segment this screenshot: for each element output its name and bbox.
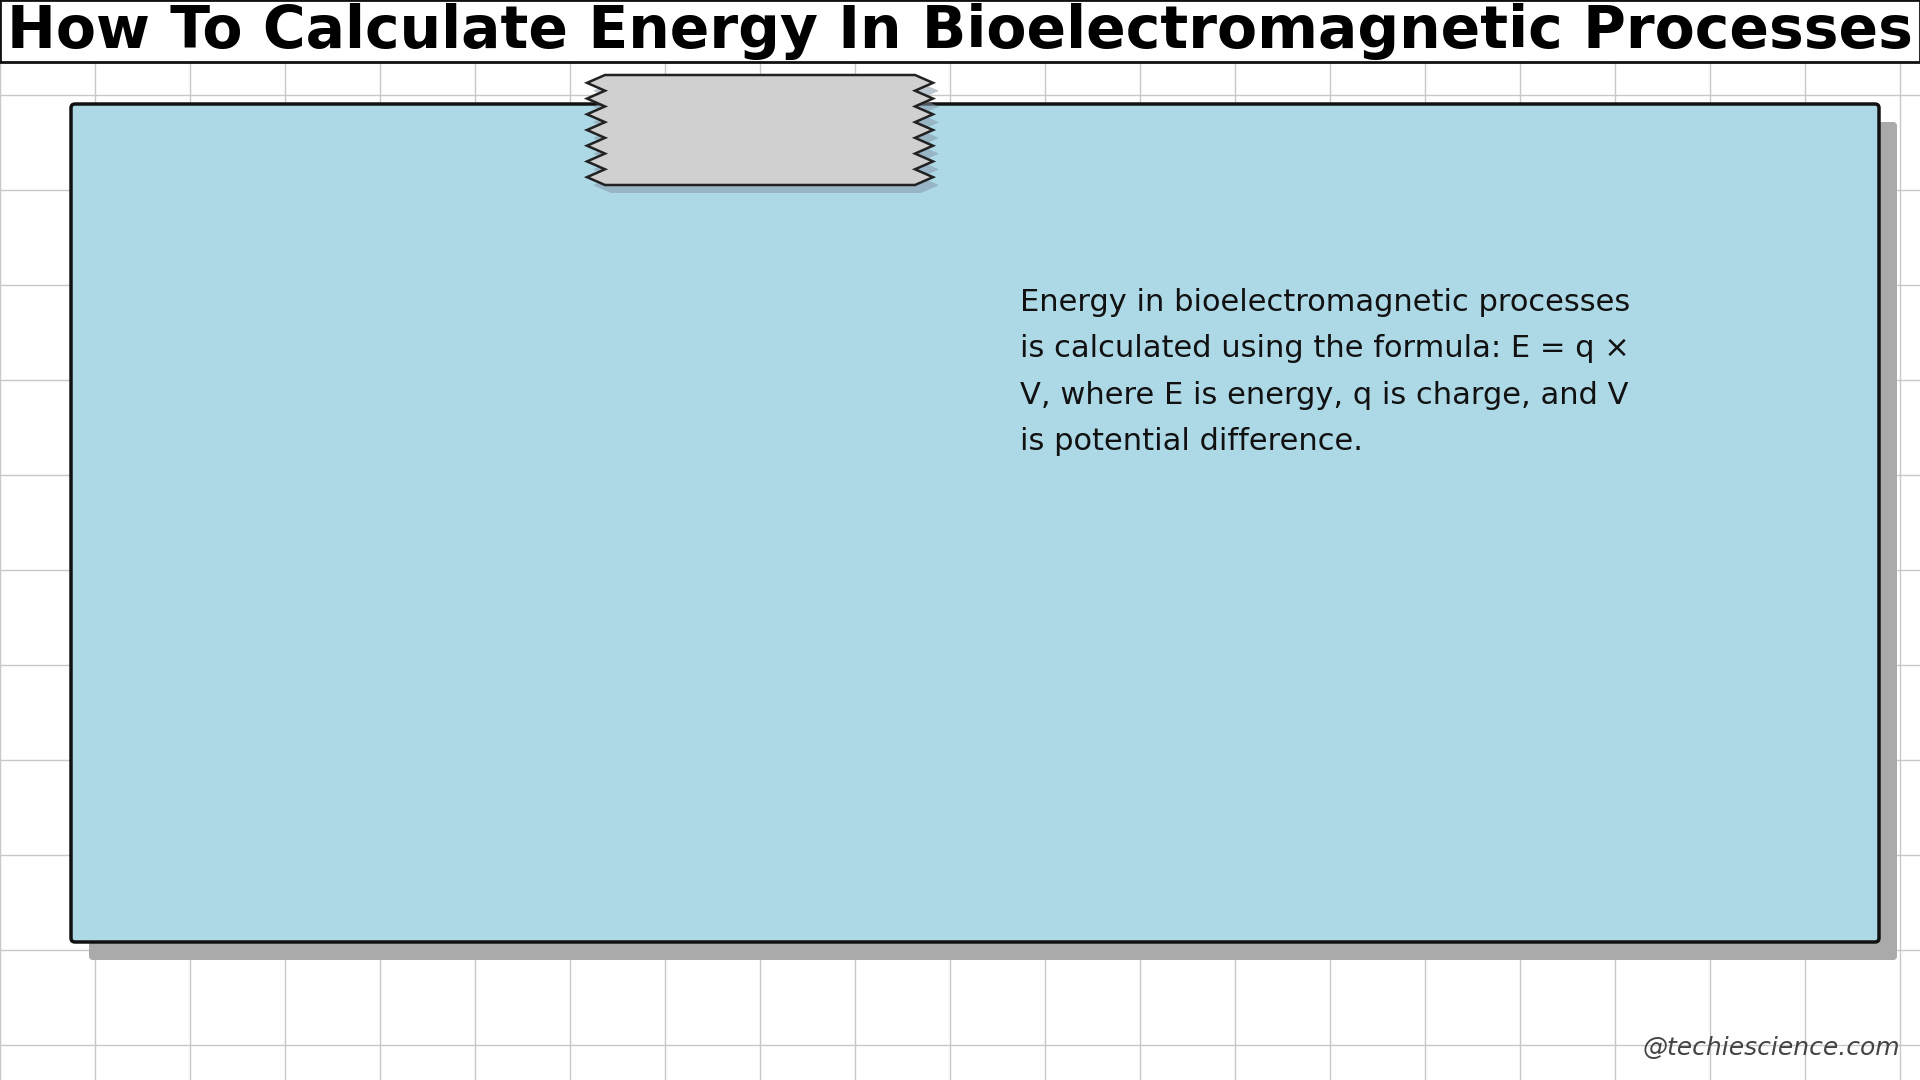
Text: @techiescience.com: @techiescience.com [1642, 1036, 1901, 1059]
Polygon shape [588, 75, 933, 185]
FancyBboxPatch shape [88, 122, 1897, 960]
Text: Energy in bioelectromagnetic processes
is calculated using the formula: E = q ×
: Energy in bioelectromagnetic processes i… [1020, 288, 1630, 456]
FancyBboxPatch shape [71, 104, 1880, 942]
Polygon shape [593, 83, 939, 193]
Text: How To Calculate Energy In Bioelectromagnetic Processes: How To Calculate Energy In Bioelectromag… [8, 2, 1912, 59]
Bar [0, 0, 1920, 62]
